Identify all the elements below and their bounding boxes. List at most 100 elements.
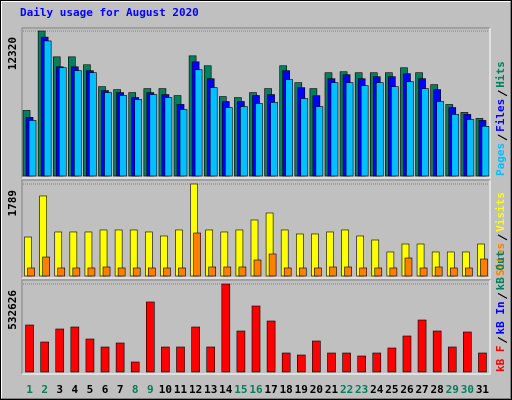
bar — [208, 266, 217, 277]
bar — [55, 328, 65, 373]
x-tick-label: 23 — [355, 383, 368, 396]
x-tick-label: 16 — [249, 383, 263, 396]
bar — [72, 267, 81, 277]
legend-separator — [497, 90, 508, 97]
panel-bevel-light — [22, 28, 491, 179]
bar — [43, 40, 52, 177]
y-tick-label: 1789 — [6, 190, 19, 217]
x-tick-label: 27 — [415, 383, 428, 396]
bar — [270, 102, 278, 177]
x-tick-label: 25 — [385, 383, 398, 396]
bar — [298, 267, 307, 277]
bar — [300, 98, 309, 177]
x-tick-label: 31 — [476, 383, 490, 396]
x-tick-label: 3 — [56, 383, 63, 396]
bar — [342, 352, 351, 373]
x-tick-label: 19 — [295, 383, 308, 396]
bar — [40, 341, 49, 373]
bar — [102, 266, 111, 277]
bar — [375, 82, 384, 177]
legend: kB F kB In kB Out — [494, 251, 508, 373]
bar — [387, 347, 397, 373]
legend-separator — [497, 234, 508, 241]
bar — [149, 94, 158, 177]
x-tick-label: 2 — [41, 383, 48, 396]
bar — [179, 109, 188, 177]
bar — [312, 340, 321, 373]
x-tick-label: 7 — [117, 383, 124, 396]
bar — [419, 267, 428, 277]
bar — [372, 352, 382, 373]
x-tick-label: 15 — [234, 383, 247, 396]
bar — [404, 257, 413, 277]
x-tick-label: 12 — [189, 383, 202, 396]
bar — [119, 95, 127, 177]
bar — [391, 86, 399, 177]
bar — [465, 267, 473, 277]
legend-label: kB Out — [494, 251, 507, 291]
legend-separator — [497, 134, 508, 141]
bar — [481, 126, 490, 177]
x-tick-label: 24 — [370, 383, 384, 396]
bar — [344, 266, 352, 277]
bar — [209, 87, 218, 177]
bar — [89, 72, 97, 177]
bar — [100, 346, 110, 373]
bar — [478, 352, 487, 373]
x-tick-label: 29 — [446, 383, 459, 396]
bar — [330, 82, 339, 177]
bar — [58, 67, 67, 177]
bar — [268, 253, 277, 277]
bar — [466, 119, 475, 177]
panel-bevel-dark — [21, 279, 490, 374]
x-tick-label: 28 — [431, 383, 444, 396]
bar — [432, 330, 442, 373]
legend-label: Hits — [494, 61, 507, 88]
bar — [255, 103, 263, 177]
legend-label: Pages — [494, 143, 507, 176]
bar — [104, 92, 112, 177]
x-tick-label: 5 — [87, 383, 94, 396]
bar — [178, 267, 186, 277]
bar — [285, 79, 293, 177]
bar — [281, 352, 291, 373]
bar — [146, 301, 155, 373]
bar — [194, 69, 203, 177]
legend-label: Visits — [494, 192, 507, 232]
legend: Pages Files Hits — [494, 61, 508, 176]
bar — [240, 106, 248, 177]
bar — [221, 283, 231, 373]
bar — [130, 361, 140, 373]
bar — [327, 352, 336, 373]
bar — [315, 106, 324, 177]
bar — [463, 331, 472, 373]
x-tick-label: 1 — [26, 383, 33, 396]
bar — [238, 266, 247, 277]
legend-label: kB F — [494, 346, 507, 373]
bar — [329, 266, 337, 277]
bar — [70, 326, 80, 373]
bar — [402, 335, 412, 373]
bar — [357, 355, 366, 373]
bar — [87, 267, 96, 277]
bar — [117, 267, 126, 277]
bar — [236, 330, 246, 373]
bar — [74, 70, 82, 177]
bar — [345, 82, 354, 177]
bar — [436, 101, 444, 177]
panel-bevel-light — [22, 180, 491, 279]
legend: Sites Visits — [494, 192, 508, 276]
bar — [42, 256, 50, 277]
bar — [191, 326, 200, 373]
panel-bevel-dark — [21, 179, 490, 278]
bar — [28, 120, 37, 177]
bar — [132, 267, 141, 277]
bar — [176, 346, 185, 373]
bar — [266, 320, 276, 373]
bar — [449, 267, 458, 277]
bar — [148, 267, 156, 277]
bar — [417, 319, 427, 373]
